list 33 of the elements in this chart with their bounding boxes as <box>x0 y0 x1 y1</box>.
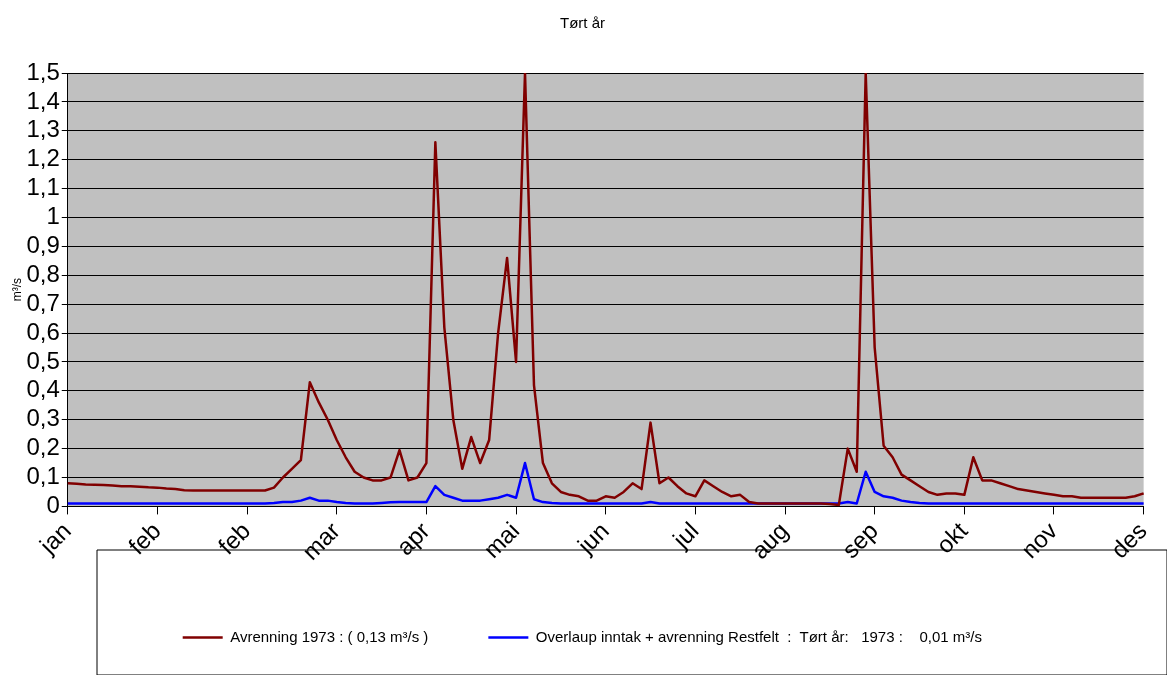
x-tick-label: feb <box>122 516 166 560</box>
y-axis-title: m³/s <box>9 278 24 302</box>
chart-title: Tørt år <box>560 14 605 32</box>
y-tick-label: 0,4 <box>26 375 60 403</box>
x-tick-label: mar <box>296 516 345 566</box>
y-tick-label: 1,5 <box>26 57 60 85</box>
x-tick-label: des <box>1105 516 1152 564</box>
y-tick-label: 0,2 <box>26 433 60 461</box>
y-tick-label: 1,3 <box>26 115 60 143</box>
x-tick-label: feb <box>212 516 256 560</box>
x-tick-label: nov <box>1015 516 1063 564</box>
x-tick-label: jul <box>666 516 704 554</box>
y-tick-label: 0,6 <box>26 317 60 345</box>
x-tick-label: sep <box>836 516 883 564</box>
x-tick-label: mai <box>477 516 525 564</box>
y-tick-label: 0,8 <box>26 259 60 287</box>
y-tick-label: 1 <box>46 202 60 230</box>
x-tick-label: jun <box>571 516 614 560</box>
x-tick-label: jan <box>33 516 76 560</box>
y-tick-label: 1,2 <box>26 144 60 172</box>
legend-label: Avrenning 1973 : ( 0,13 m³/s ) <box>230 627 429 645</box>
y-tick-label: 0,7 <box>26 288 60 316</box>
y-tick-label: 0,9 <box>26 230 60 258</box>
y-tick-label: 0,5 <box>26 346 60 374</box>
y-tick-label: 0,3 <box>26 404 60 432</box>
x-tick-label: apr <box>390 516 435 561</box>
y-tick-label: 0 <box>46 491 60 519</box>
y-tick-label: 0,1 <box>26 462 60 490</box>
x-tick-label: aug <box>745 516 794 565</box>
x-tick-label: okt <box>930 516 973 559</box>
y-tick-label: 1,1 <box>26 173 60 201</box>
y-tick-label: 1,4 <box>26 86 60 114</box>
legend-label: Overlaup inntak + avrenning Restfelt : Tørt år: 1973 : 0,01 m³/s <box>535 627 983 645</box>
